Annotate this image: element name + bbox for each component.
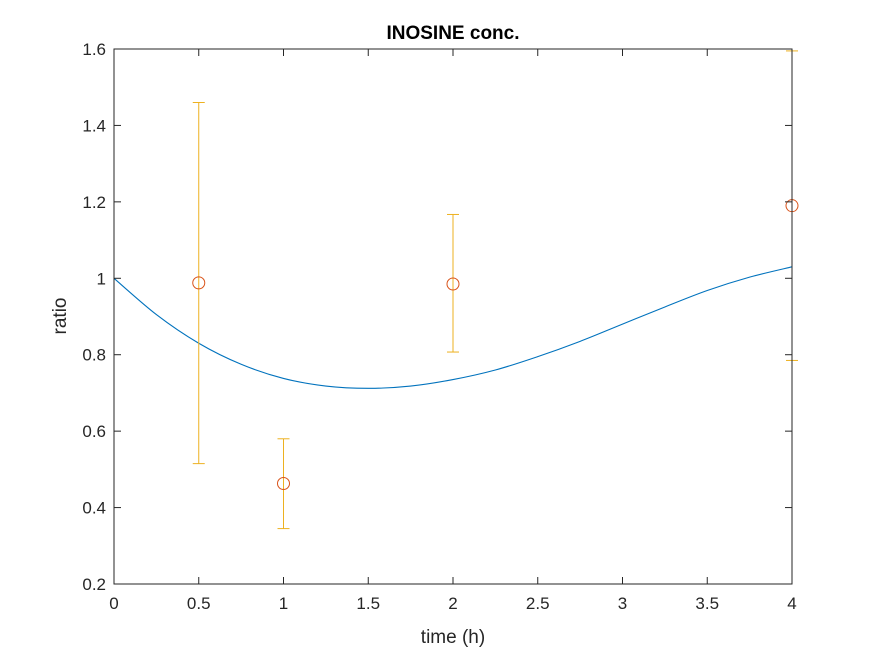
y-axis-title: ratio <box>50 298 71 335</box>
data-point-marker <box>277 476 290 490</box>
x-tick-label: 1 <box>279 594 288 613</box>
x-tick-label: 0.5 <box>187 594 211 613</box>
tick-label-layer: 0 0.5 1 1.5 2 2.5 3 3.5 4 0.2 0.4 0.6 0.8 1 1.2 1.4 1.6 <box>82 40 796 613</box>
data-point-marker <box>446 277 460 291</box>
y-tick-label: 1.4 <box>82 116 106 135</box>
y-tick-label: 0.6 <box>82 422 106 441</box>
x-tick-label: 3 <box>618 594 627 613</box>
curve-layer <box>113 266 793 389</box>
x-tick-label: 0 <box>109 594 118 613</box>
tick-layer <box>113 48 793 585</box>
chart-title: INOSINE conc. <box>386 23 519 44</box>
x-tick-label: 4 <box>787 594 796 613</box>
y-tick-label: 0.4 <box>82 499 106 518</box>
y-tick-label: 1.6 <box>82 40 106 59</box>
fit-curve <box>113 266 793 389</box>
y-tick-label: 1.2 <box>82 193 106 212</box>
x-tick-label: 2 <box>448 594 457 613</box>
x-tick-label: 1.5 <box>356 594 380 613</box>
y-tick-label: 0.2 <box>82 575 106 594</box>
x-tick-label: 2.5 <box>526 594 550 613</box>
y-tick-label: 1 <box>97 269 106 288</box>
x-tick-label: 3.5 <box>695 594 719 613</box>
data-point-marker <box>192 276 206 290</box>
y-tick-label: 0.8 <box>82 346 106 365</box>
x-axis-title: time (h) <box>421 627 485 648</box>
